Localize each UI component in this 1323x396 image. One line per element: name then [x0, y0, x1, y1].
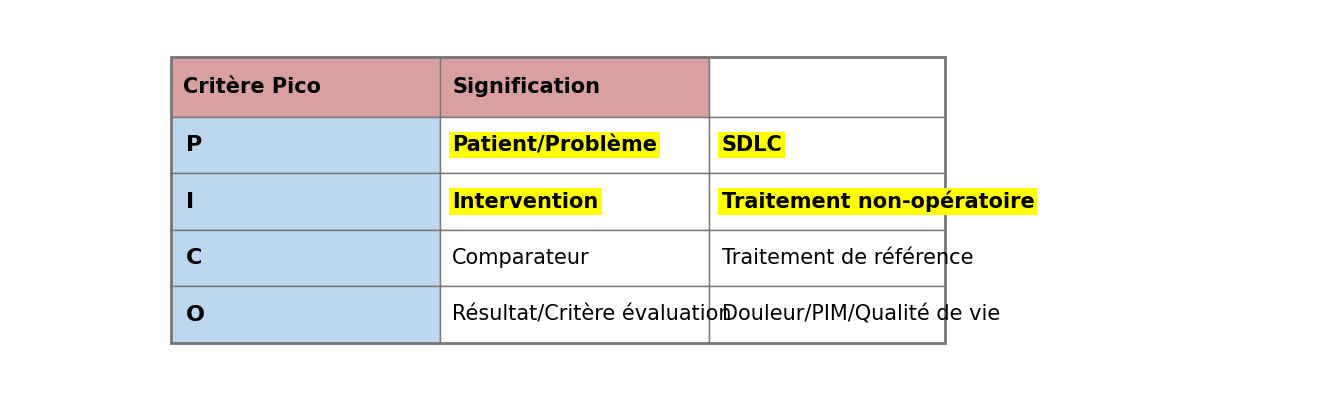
Bar — [439, 57, 709, 117]
Bar — [171, 57, 439, 117]
Bar — [439, 117, 709, 173]
Bar — [439, 230, 709, 286]
Bar — [171, 117, 439, 173]
Bar — [171, 286, 439, 343]
Text: Résultat/Critère évaluation: Résultat/Critère évaluation — [452, 305, 732, 325]
Text: C: C — [185, 248, 202, 268]
Text: O: O — [185, 305, 205, 325]
Text: Comparateur: Comparateur — [452, 248, 590, 268]
Text: Intervention: Intervention — [452, 192, 598, 211]
Text: Patient/Problème: Patient/Problème — [452, 135, 658, 155]
Text: P: P — [185, 135, 202, 155]
Text: Douleur/PIM/Qualité de vie: Douleur/PIM/Qualité de vie — [721, 305, 1000, 325]
Text: Traitement non-opératoire: Traitement non-opératoire — [721, 191, 1035, 212]
Bar — [709, 117, 945, 173]
Bar — [171, 173, 439, 230]
Text: I: I — [185, 192, 194, 211]
Text: Critère Pico: Critère Pico — [183, 77, 320, 97]
Bar — [709, 230, 945, 286]
Bar — [439, 173, 709, 230]
Bar — [709, 286, 945, 343]
Text: Signification: Signification — [452, 77, 601, 97]
Bar — [439, 286, 709, 343]
Bar — [709, 173, 945, 230]
Bar — [171, 57, 945, 343]
Bar — [709, 57, 945, 117]
Text: SDLC: SDLC — [721, 135, 782, 155]
Text: Traitement de référence: Traitement de référence — [721, 248, 974, 268]
Bar — [171, 230, 439, 286]
